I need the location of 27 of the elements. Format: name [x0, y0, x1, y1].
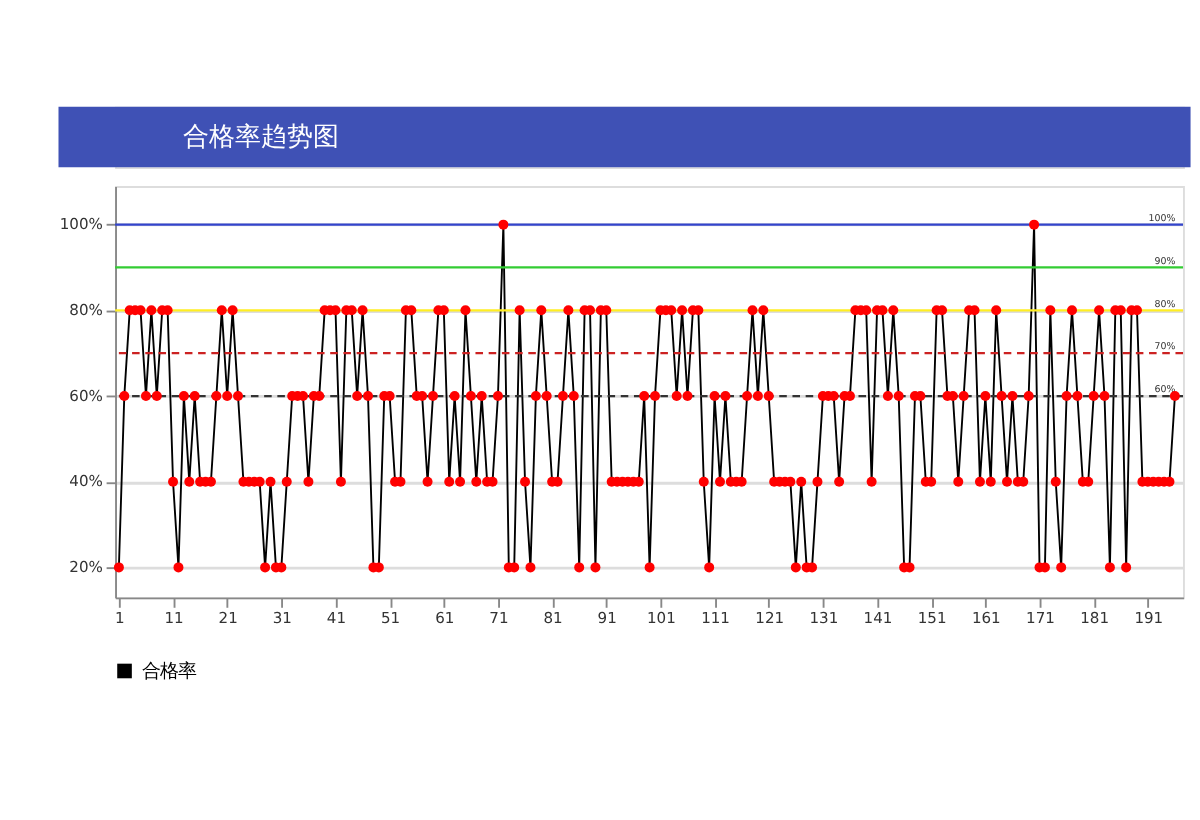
x-tick-label: 131	[809, 608, 839, 627]
x-tick-label: 91	[597, 608, 618, 627]
x-tick-label: 111	[701, 608, 731, 627]
y-tick-label: 100%	[59, 215, 103, 234]
x-tick-label: 1	[115, 608, 126, 627]
x-tick-label: 191	[1134, 608, 1164, 627]
y-tick-label: 80%	[69, 301, 103, 320]
y-tick-label: 40%	[69, 472, 103, 491]
x-tick-label: 171	[1026, 608, 1056, 627]
chart-title: 合格率趋势图	[183, 120, 340, 153]
x-tick-label: 161	[971, 608, 1002, 627]
x-tick-label: 41	[326, 608, 347, 627]
x-tick-label: 141	[863, 608, 893, 627]
x-tick-label: 61	[435, 608, 455, 627]
x-tick-label: 31	[272, 608, 293, 627]
x-tick-label: 11	[164, 608, 184, 627]
x-tick-label: 21	[218, 608, 239, 627]
x-tick-label: 181	[1080, 608, 1110, 627]
x-tick-label: 51	[381, 608, 401, 627]
x-tick-label: 121	[755, 608, 785, 627]
x-tick-label: 151	[917, 608, 947, 627]
x-tick-label: 101	[647, 608, 677, 627]
legend-label: 合格率	[141, 660, 196, 683]
y-tick-label: 60%	[69, 386, 103, 405]
x-tick-label: 71	[489, 608, 509, 627]
y-tick-label: 20%	[69, 558, 103, 577]
x-tick-label: 81	[543, 608, 564, 627]
